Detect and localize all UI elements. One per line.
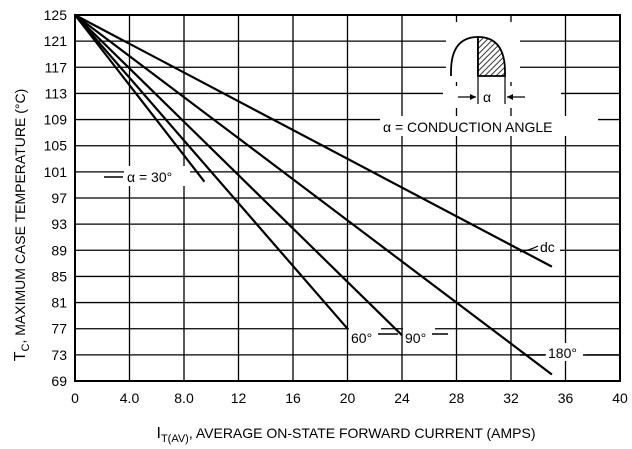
conduction-angle-inset: α α = CONDUCTION ANGLE [380, 22, 598, 136]
conduction-text-bg [380, 116, 598, 136]
y-tick-label: 105 [44, 138, 68, 154]
y-tick-label: 73 [51, 347, 67, 363]
x-tick-label: 0 [71, 390, 79, 406]
y-tick-label: 85 [51, 268, 67, 284]
series-line-0 [74, 14, 206, 183]
sine-hatched-region [477, 36, 506, 77]
y-tick-label: 121 [44, 33, 68, 49]
ticks: 0 4.0 8.0 12 16 20 24 28 32 36 40 125 121 117 113 109 10… [44, 7, 628, 406]
label-bg-60 [349, 328, 381, 346]
series-label-30: α = 30° [127, 169, 172, 185]
alpha-symbol: α [483, 89, 491, 105]
x-tick-label: 16 [285, 390, 301, 406]
x-tick-label: 24 [394, 390, 410, 406]
inset-alpha-bg [443, 86, 561, 108]
y-tick-label: 101 [44, 164, 68, 180]
y-tick-label: 113 [45, 85, 68, 101]
y-tick-label: 97 [51, 190, 67, 206]
series-line-3 [74, 14, 553, 376]
series-line-2 [74, 14, 403, 337]
series-label-60: 60° [351, 330, 372, 346]
y-tick-label: 77 [51, 321, 67, 337]
x-tick-label: 40 [612, 390, 628, 406]
x-tick-label: 8.0 [174, 390, 194, 406]
x-tick-label: 28 [449, 390, 465, 406]
series-label-180: 180° [548, 345, 577, 361]
y-tick-label: 117 [45, 59, 68, 75]
y-axis-title: TC, MAXIMUM CASE TEMPERATURE (°C) [12, 89, 32, 362]
x-tick-label: 36 [558, 390, 574, 406]
series-line-4 [74, 14, 553, 268]
y-tick-label: 125 [44, 7, 68, 23]
series-label-dc: dc [540, 239, 555, 255]
label-leader-dc [519, 245, 539, 253]
alpha-arrowhead-left [470, 94, 476, 100]
label-bg-90 [403, 328, 435, 346]
y-tick-label: 93 [51, 216, 67, 232]
grid [74, 14, 621, 382]
conduction-angle-text: α = CONDUCTION ANGLE [383, 119, 553, 135]
x-axis-title: IT(AV), AVERAGE ON-STATE FORWARD CURRENT… [156, 425, 535, 445]
alpha-arrowhead-right [507, 94, 513, 100]
series-line-1 [74, 14, 349, 330]
plot-frame [74, 14, 621, 382]
label-bg-180 [546, 343, 586, 361]
x-tick-label: 12 [231, 390, 247, 406]
x-tick-label: 4.0 [120, 390, 140, 406]
label-bg-dc [538, 238, 560, 254]
x-tick-label: 20 [340, 390, 356, 406]
series-label-90: 90° [405, 330, 426, 346]
series-labels: α = 30° 60° 90° 180° dc [104, 166, 620, 361]
x-tick-label: 32 [503, 390, 519, 406]
y-tick-label: 109 [44, 112, 68, 128]
y-tick-label: 69 [51, 373, 67, 389]
label-bg-30 [124, 166, 190, 186]
series-group [74, 14, 553, 376]
y-tick-label: 89 [51, 242, 67, 258]
y-tick-label: 81 [51, 295, 67, 311]
